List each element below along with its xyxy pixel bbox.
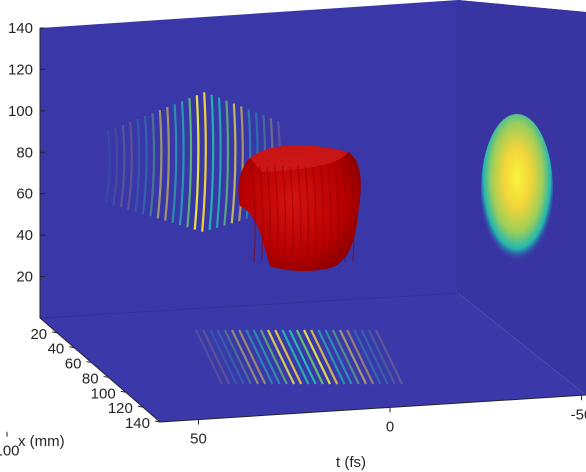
x-tick — [154, 420, 161, 423]
isosurface-ridge — [266, 166, 271, 261]
x-tick — [137, 405, 143, 408]
t-axis-label: t (fs) — [336, 454, 366, 471]
x-tick-label: 60 — [65, 356, 82, 373]
x-tick — [69, 346, 75, 349]
fringe-line — [317, 329, 346, 385]
floor-fringe-pattern — [195, 329, 403, 385]
fringe-line — [104, 130, 111, 204]
x-axis-label: x (mm) — [18, 433, 65, 450]
z-tick-label: 80 — [16, 144, 33, 161]
fringe-line — [331, 329, 360, 385]
fringe-line — [238, 106, 244, 222]
isosurface-ridge — [327, 165, 332, 261]
t-tick-label: 0 — [386, 418, 394, 435]
fringe-line — [134, 118, 141, 212]
x-tick-label: 40 — [48, 341, 65, 358]
fringe-line — [164, 107, 170, 221]
x-tick — [103, 375, 109, 378]
fringe-line — [281, 329, 310, 385]
fringe-line — [231, 329, 259, 385]
t-tick-label: 100 — [0, 443, 20, 460]
z-tick-label: 60 — [16, 186, 33, 203]
fringe-line — [310, 329, 339, 385]
z-tick-label: 120 — [8, 61, 33, 78]
x-tick — [86, 361, 92, 364]
isosurface-ridge — [312, 166, 317, 263]
fringe-line — [295, 329, 324, 385]
fringe-line — [353, 329, 382, 385]
fringe-line — [252, 329, 281, 385]
fringe-line — [375, 329, 403, 385]
isosurface-ridge — [297, 164, 302, 261]
isosurface-ridge — [259, 165, 264, 262]
z-tick-label: 100 — [8, 103, 33, 120]
fringe-line — [112, 127, 119, 206]
fringe-line — [324, 329, 353, 385]
isosurface-ridge — [335, 166, 340, 260]
fringe-line — [245, 329, 274, 385]
fringe-line — [202, 329, 231, 385]
fringe-line — [230, 103, 237, 224]
fringe-line — [171, 104, 178, 223]
fringe-line — [303, 329, 331, 385]
fringe-line — [367, 329, 396, 385]
isosurface-ridge — [319, 164, 325, 262]
t-axis: 100 50 0 -50 t (fs) — [0, 394, 586, 471]
x-tick-label: 80 — [82, 370, 99, 387]
fringe-line — [223, 100, 230, 226]
fringe-line — [216, 329, 245, 385]
fringe-line — [238, 329, 267, 385]
isosurface-ridge — [304, 165, 309, 260]
fringe-line — [288, 329, 317, 385]
fringe-line — [156, 109, 163, 219]
isosurface-ridge — [289, 166, 294, 262]
x-tick — [120, 390, 126, 393]
fringe-line — [274, 329, 303, 385]
fringe-line — [193, 95, 200, 230]
x-tick-label: 140 — [125, 415, 150, 432]
fringe-line — [201, 92, 207, 232]
fringe-line — [119, 124, 126, 208]
t-tick-label: -50 — [571, 406, 586, 423]
fringe-line — [267, 329, 295, 385]
fringe-line — [346, 329, 375, 385]
isosurface-volume — [238, 145, 361, 272]
z-tick-label: 140 — [8, 20, 33, 37]
fringe-line — [178, 101, 185, 226]
isosurface-ridge — [350, 165, 355, 262]
x-tick-label: 20 — [30, 326, 47, 343]
isosurface-ridge — [274, 164, 279, 260]
fringe-line — [259, 329, 288, 385]
x-tick-label: 120 — [108, 400, 133, 417]
x-tick — [52, 331, 58, 334]
right-wall-projection-spot — [481, 114, 553, 266]
fringe-line — [360, 329, 389, 385]
t-tick-label: 50 — [190, 431, 207, 448]
fringe-line — [149, 112, 156, 217]
z-tick-label: 40 — [16, 227, 33, 244]
fringe-line — [339, 329, 367, 385]
fringe-line — [195, 329, 223, 385]
x-tick-label: 100 — [91, 385, 116, 402]
fringe-line — [127, 121, 133, 210]
z-tick-label: 20 — [16, 269, 33, 286]
fringe-line — [209, 329, 238, 385]
fringe-line — [186, 98, 193, 228]
isosurface-ridge — [281, 165, 287, 263]
z-axis: 20 40 60 80 100 120 140 — [8, 20, 45, 318]
isosurface-ridge — [251, 164, 256, 263]
fringe-line — [208, 94, 215, 231]
fringe-line — [215, 97, 222, 228]
isosurface-ridge — [342, 164, 347, 263]
fringe-line — [141, 115, 148, 215]
fringe-line — [223, 329, 252, 385]
plane-edge — [39, 292, 459, 319]
floor-plane — [40, 293, 586, 422]
